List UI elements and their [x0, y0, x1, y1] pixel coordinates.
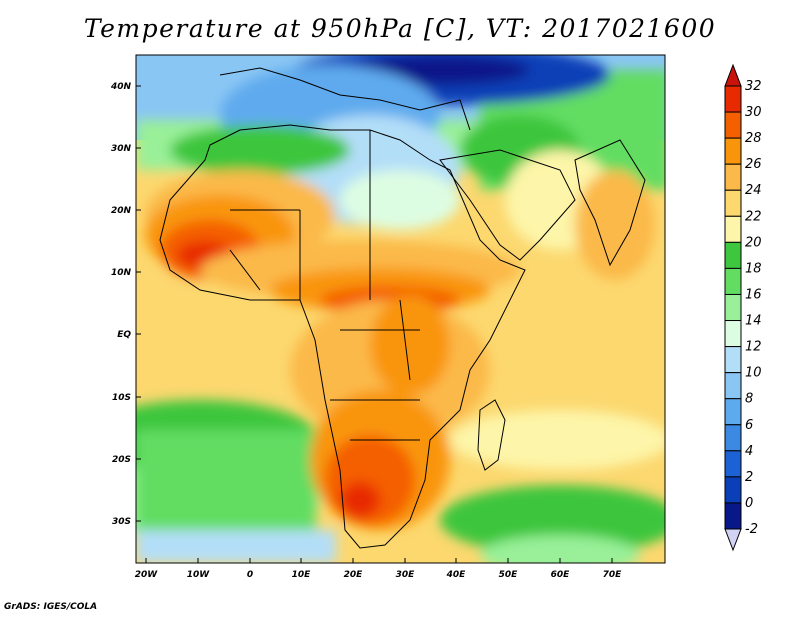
lat-label: 20S	[112, 455, 131, 465]
colorbar-bottom-arrow	[724, 528, 742, 552]
lon-label: 10E	[292, 570, 312, 580]
colorbar-label: 24	[745, 183, 762, 198]
colorbar-box	[724, 450, 742, 478]
colorbar-label: 30	[745, 105, 762, 120]
lon-label: 0	[247, 570, 253, 580]
colorbar-box	[724, 163, 742, 191]
lat-label: 30S	[112, 517, 131, 527]
colorbar-box	[724, 137, 742, 165]
colorbar-label: 0	[745, 496, 753, 511]
colorbar-box	[724, 189, 742, 217]
lon-label: 40E	[446, 570, 467, 580]
colorbar-label: 26	[745, 157, 762, 172]
temperature-field	[136, 55, 665, 563]
colorbar-label: 2	[745, 470, 753, 485]
colorbar-box	[724, 241, 742, 269]
colorbar-box	[724, 320, 742, 348]
lon-label: 20W	[135, 570, 159, 580]
colorbar-label: 22	[745, 209, 762, 224]
lon-label: 50E	[499, 570, 519, 580]
lat-label: EQ	[117, 330, 131, 340]
plot-frame	[135, 54, 666, 564]
axis-ticks	[136, 85, 613, 563]
colorbar-label: 12	[745, 340, 762, 355]
lon-label: 20E	[344, 570, 364, 580]
colorbar-box	[724, 346, 742, 374]
colorbar-label: 32	[745, 79, 762, 94]
map-title: Temperature at 950hPa [C], VT: 201702160…	[83, 14, 717, 43]
lat-label: 40N	[110, 82, 132, 92]
lat-labels: 40N 30N 20N 10N EQ 10S 20S 30S	[110, 82, 132, 527]
colorbar-label: 14	[745, 314, 762, 329]
lon-label: 10W	[187, 570, 211, 580]
colorbar-box	[724, 424, 742, 452]
colorbar-label: 16	[745, 287, 762, 302]
lat-label: 30N	[111, 144, 132, 154]
colorbar-box	[724, 293, 742, 322]
colorbar-box	[724, 215, 742, 243]
colorbar-label: 20	[745, 235, 762, 250]
colorbar-label: 6	[745, 418, 753, 433]
colorbar-top-arrow	[724, 63, 742, 87]
lon-label: 30E	[396, 570, 416, 580]
colorbar-label: 10	[745, 366, 762, 381]
lat-label: 10N	[111, 268, 132, 278]
colorbar-box	[724, 502, 742, 530]
colorbar-box	[724, 85, 742, 113]
lat-label: 10S	[112, 393, 131, 403]
colorbar-box	[724, 372, 742, 400]
lat-label: 20N	[111, 206, 132, 216]
colorbar-label: 18	[745, 261, 762, 276]
lon-labels: 20W 10W 0 10E 20E 30E 40E 50E 60E 70E	[135, 570, 622, 580]
colorbar-box	[724, 267, 742, 295]
lon-label: 70E	[603, 570, 623, 580]
colorbar-label: -2	[745, 522, 758, 537]
colorbar-box	[724, 111, 742, 139]
colorbar-box	[724, 476, 742, 504]
colorbar-boxes	[724, 85, 742, 530]
colorbar-label: 4	[745, 444, 753, 459]
coastlines	[159, 67, 646, 549]
colorbar-label: 28	[745, 131, 762, 146]
footer-credit: GrADS: IGES/COLA	[4, 602, 98, 612]
colorbar-label: 8	[745, 392, 753, 407]
lon-label: 60E	[551, 570, 571, 580]
colorbar-box	[724, 398, 742, 426]
